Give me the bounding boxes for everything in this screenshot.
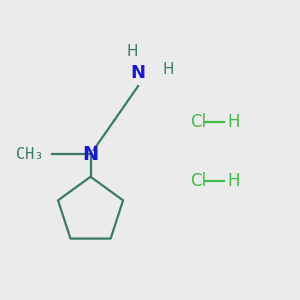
Text: Cl: Cl <box>190 113 206 131</box>
Text: N: N <box>82 145 99 164</box>
Text: H: H <box>162 62 174 77</box>
Text: Cl: Cl <box>190 172 206 190</box>
Text: H: H <box>227 113 240 131</box>
Text: H: H <box>227 172 240 190</box>
Text: H: H <box>126 44 138 59</box>
Text: N: N <box>130 64 146 82</box>
Text: CH₃: CH₃ <box>16 147 43 162</box>
